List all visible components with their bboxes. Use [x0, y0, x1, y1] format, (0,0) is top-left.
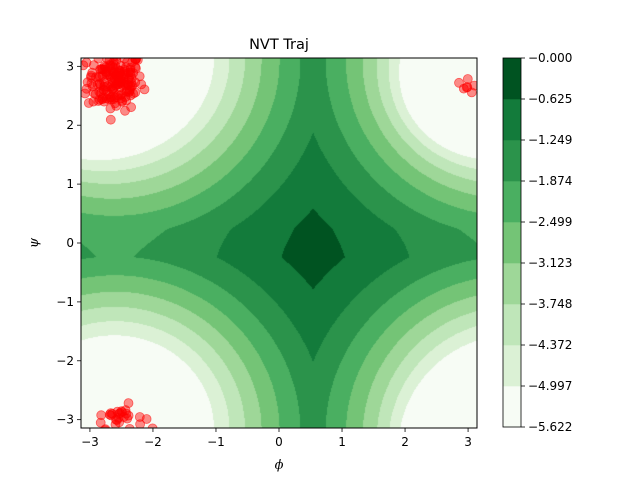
colorbar-band	[503, 58, 521, 100]
trajectory-point	[126, 102, 137, 113]
colorbar-tick-label: −1.874	[528, 174, 572, 188]
trajectory-point	[97, 70, 108, 81]
trajectory-point	[124, 424, 135, 428]
trajectory-point	[86, 70, 96, 81]
trajectory-point	[94, 94, 105, 105]
y-axis: −3 −2 −1 0 1 2 3	[56, 59, 81, 427]
colorbar-tick-label: −2.499	[528, 215, 572, 229]
trajectory-point	[104, 409, 115, 420]
trajectory-point	[462, 74, 473, 84]
x-tick-label: 0	[275, 435, 283, 449]
y-tick-label: −1	[56, 295, 74, 309]
colorbar-band	[503, 386, 521, 428]
trajectory-point	[95, 80, 106, 91]
trajectory-point	[105, 408, 116, 419]
colorbar-band	[503, 345, 521, 387]
trajectory-point	[126, 73, 137, 84]
trajectory-point	[461, 82, 472, 93]
colorbar-band	[503, 222, 521, 264]
x-tick-label: 3	[464, 435, 472, 449]
trajectory-point	[125, 84, 135, 95]
x-tick-label: −1	[207, 435, 225, 449]
colorbar-tick-label: −3.123	[528, 256, 572, 270]
trajectory-point	[106, 47, 115, 56]
trajectory-point	[454, 77, 464, 88]
trajectory-point	[139, 84, 150, 95]
colorbar-tick-label: −0.625	[528, 92, 572, 106]
colorbar-tick-label: −4.997	[528, 379, 572, 393]
y-axis-label: ψ	[27, 237, 42, 248]
y-tick-label: 3	[66, 59, 74, 73]
trajectory-point	[100, 425, 110, 428]
colorbar: −5.622 −4.997 −4.372 −3.748 −3.123 −2.499 −1.8…	[502, 51, 572, 434]
trajectory-point	[99, 61, 110, 71]
y-tick-label: 2	[66, 118, 74, 132]
trajectory-point	[123, 398, 134, 409]
x-tick-label: −2	[144, 435, 162, 449]
colorbar-tick-label: −1.249	[528, 133, 572, 147]
trajectory-point	[125, 81, 136, 91]
colorbar-band	[503, 140, 521, 182]
trajectory-point	[94, 45, 103, 54]
colorbar-tick-label: −0.000	[528, 51, 572, 65]
trajectory-point	[135, 419, 145, 428]
trajectory-point	[95, 417, 106, 428]
trajectory-point	[102, 40, 111, 49]
y-tick-label: −2	[56, 354, 74, 368]
trajectory-point	[462, 82, 473, 92]
trajectory-point	[113, 412, 124, 423]
trajectory-point	[130, 58, 141, 64]
trajectory-point	[100, 424, 111, 428]
trajectory-point	[120, 105, 130, 116]
trajectory-point	[117, 95, 127, 106]
contour-fill	[81, 58, 477, 428]
x-axis: −3 −2 −1 0 1 2 3	[81, 428, 472, 449]
colorbar-frame	[502, 57, 522, 428]
trajectory-point	[81, 88, 90, 99]
x-tick-label: 2	[401, 435, 409, 449]
colorbar-tick-label: −3.748	[528, 297, 572, 311]
trajectory-point	[88, 96, 99, 107]
trajectory-point	[147, 423, 158, 428]
trajectory-point	[114, 65, 125, 76]
trajectory-point	[81, 60, 89, 71]
x-tick-label: 1	[338, 435, 346, 449]
trajectory-point	[109, 73, 120, 84]
x-axis-label: ϕ	[275, 458, 284, 473]
trajectory-point	[117, 407, 127, 418]
colorbar-band	[503, 304, 521, 346]
chart-title: NVT Traj	[249, 37, 309, 53]
y-tick-label: 0	[66, 236, 74, 250]
colorbar-band	[503, 181, 521, 223]
trajectory-point	[136, 79, 147, 90]
y-tick-label: −3	[56, 413, 74, 427]
plot-area	[81, 40, 477, 428]
x-tick-label: −3	[81, 435, 99, 449]
trajectory-point	[105, 114, 116, 125]
colorbar-band	[503, 263, 521, 305]
trajectory-point	[108, 94, 119, 105]
trajectory-point	[96, 410, 107, 421]
trajectory-point	[88, 60, 99, 70]
colorbar-band	[503, 99, 521, 141]
colorbar-tick-label: −4.372	[528, 338, 572, 352]
trajectory-point	[108, 85, 118, 96]
trajectory-point	[141, 414, 152, 424]
colorbar-tick-label: −5.622	[528, 420, 572, 434]
trajectory-point	[100, 48, 109, 57]
trajectory-points	[81, 40, 477, 428]
y-tick-label: 1	[66, 177, 74, 191]
trajectory-point	[112, 58, 122, 62]
